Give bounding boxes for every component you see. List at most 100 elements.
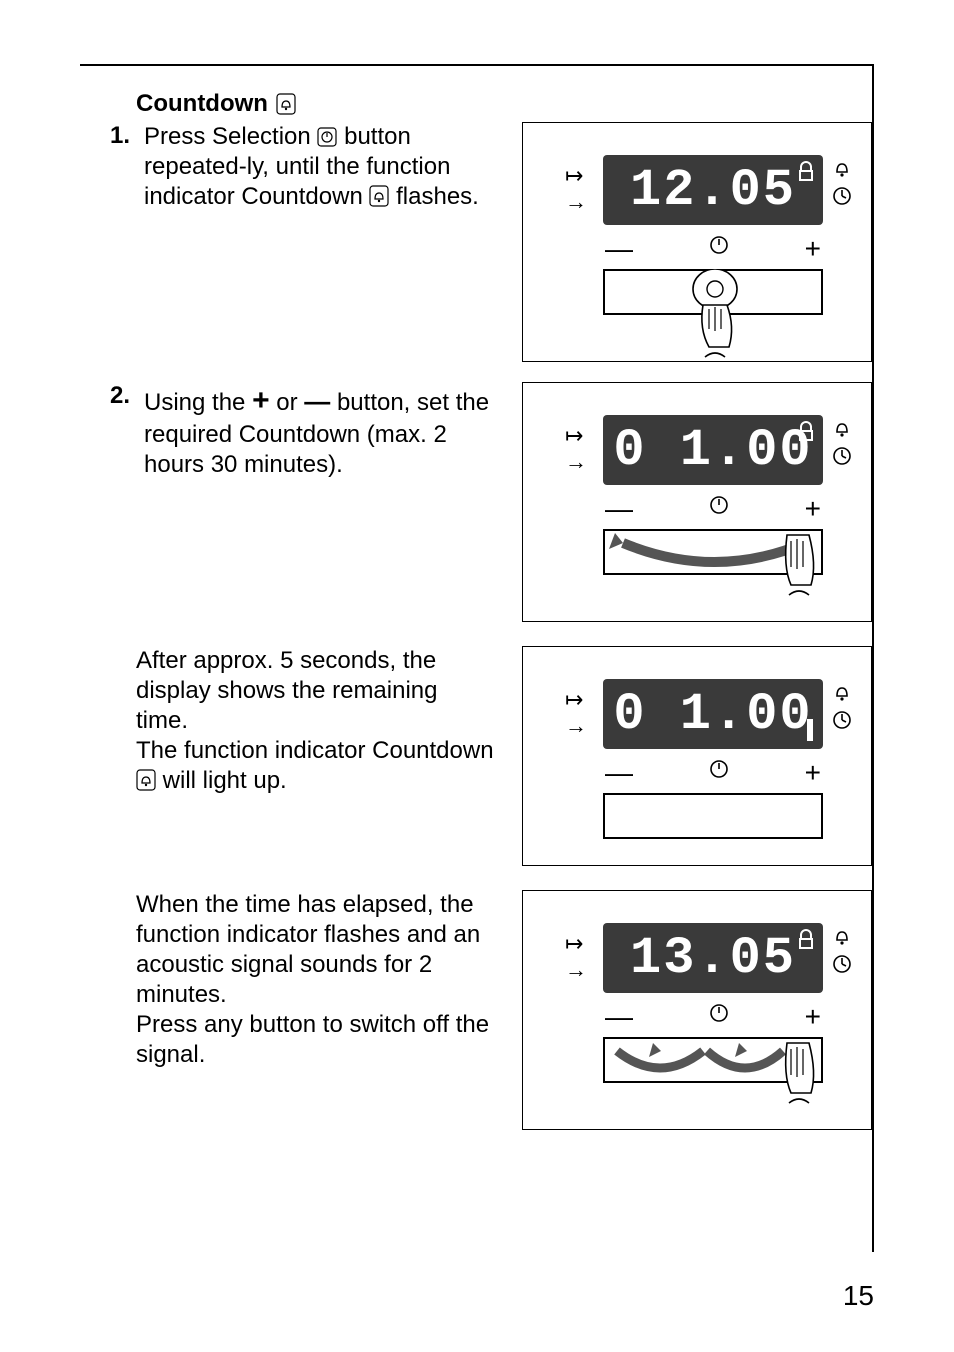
selection-clock-icon xyxy=(707,493,731,517)
page-number: 15 xyxy=(843,1280,874,1312)
lock-icon xyxy=(797,929,815,951)
step1-t1: Press Selection xyxy=(144,123,317,150)
hand-press-icon xyxy=(675,269,755,369)
indicator-tick xyxy=(807,719,813,741)
lcd-display: 0 1.00 xyxy=(603,415,823,485)
figure1-col: ↦ → 12.05 — xyxy=(522,122,872,362)
clock-icon xyxy=(317,127,337,147)
plus-button-icon: + xyxy=(805,493,821,525)
right-icons xyxy=(831,925,853,975)
lcd-display: 0 1.00 xyxy=(603,679,823,749)
step2-number: 2. xyxy=(110,382,132,410)
step1-text-col: 1. Press Selection button repeated-ly, u… xyxy=(136,122,502,218)
clock-icon xyxy=(831,953,853,975)
button-row: — + xyxy=(605,233,821,265)
bell-icon xyxy=(831,417,853,439)
display-digits: 0 1.00 xyxy=(613,685,812,744)
minus-button-icon: — xyxy=(605,493,633,525)
plus-button-icon: + xyxy=(805,1001,821,1033)
lcd-display: 13.05 xyxy=(603,923,823,993)
page-frame: Countdown 1. Press Selection xyxy=(80,64,874,1252)
clock-icon xyxy=(831,445,853,467)
section-title-row: Countdown xyxy=(136,90,872,118)
para4-text-col: When the time has elapsed, the function … xyxy=(136,890,502,1070)
minus-button-icon: — xyxy=(605,757,633,789)
lock-icon xyxy=(797,421,815,443)
selection-clock-icon xyxy=(707,233,731,257)
button-row: — + xyxy=(605,757,821,789)
knob-box xyxy=(603,1037,823,1083)
button-row: — + xyxy=(605,493,821,525)
minus-button-icon: — xyxy=(605,1001,633,1033)
arrow-right-icon: → xyxy=(565,449,587,475)
p3-l1: After approx. 5 seconds, the display sho… xyxy=(136,647,438,734)
cook-arrows-icon: ↦ → xyxy=(565,163,587,216)
arrow-end-icon: ↦ xyxy=(565,687,587,713)
p4-l1: When the time has elapsed, the function … xyxy=(136,891,480,1008)
para3-row: After approx. 5 seconds, the display sho… xyxy=(136,646,872,866)
step1-row: 1. Press Selection button repeated-ly, u… xyxy=(136,122,872,362)
section-title: Countdown xyxy=(136,90,268,118)
step1-block: 1. Press Selection button repeated-ly, u… xyxy=(136,122,502,212)
selection-clock-icon xyxy=(707,757,731,781)
step2-row: 2. Using the + or — button, set the requ… xyxy=(136,382,872,622)
hand-press-icon xyxy=(767,527,827,607)
button-row: — + xyxy=(605,1001,821,1033)
arrow-right-icon: → xyxy=(565,957,587,983)
figure3-col: ↦ → 0 1.00 — + xyxy=(522,646,872,866)
arrow-right-icon: → xyxy=(565,189,587,215)
bell-icon xyxy=(831,681,853,703)
figure2: ↦ → 0 1.00 — xyxy=(522,382,872,622)
step2-block: 2. Using the + or — button, set the requ… xyxy=(136,382,502,480)
knob-box xyxy=(603,793,823,839)
figure3: ↦ → 0 1.00 — + xyxy=(522,646,872,866)
para3-text-col: After approx. 5 seconds, the display sho… xyxy=(136,646,502,796)
clock-icon xyxy=(831,709,853,731)
display-digits: 0 1.00 xyxy=(613,421,812,480)
knob-box xyxy=(603,529,823,575)
figure1: ↦ → 12.05 — xyxy=(522,122,872,362)
figure4: ↦ → 13.05 — xyxy=(522,890,872,1130)
para3-text: After approx. 5 seconds, the display sho… xyxy=(136,646,496,796)
plus-glyph: + xyxy=(252,384,270,417)
display-digits: 12.05 xyxy=(630,161,796,220)
selection-clock-icon xyxy=(707,1001,731,1025)
arrow-right-icon: → xyxy=(565,713,587,739)
p3-l2: The function indicator Countdown xyxy=(136,737,494,764)
bell-icon xyxy=(369,185,389,207)
bell-icon xyxy=(831,925,853,947)
display-digits: 13.05 xyxy=(630,929,796,988)
p4-l2: Press any button to switch off the signa… xyxy=(136,1011,489,1068)
clock-icon xyxy=(831,185,853,207)
right-icons xyxy=(831,417,853,467)
bell-icon xyxy=(276,93,296,115)
step2-t1: Using the xyxy=(144,389,252,416)
figure4-col: ↦ → 13.05 — xyxy=(522,890,872,1130)
figure2-col: ↦ → 0 1.00 — xyxy=(522,382,872,622)
step1-number: 1. xyxy=(110,122,132,150)
arrow-end-icon: ↦ xyxy=(565,931,587,957)
cook-arrows-icon: ↦ → xyxy=(565,423,587,476)
right-icons xyxy=(831,681,853,731)
cook-arrows-icon: ↦ → xyxy=(565,687,587,740)
lcd-display: 12.05 xyxy=(603,155,823,225)
arrow-end-icon: ↦ xyxy=(565,423,587,449)
bell-icon xyxy=(831,157,853,179)
para4-text: When the time has elapsed, the function … xyxy=(136,890,496,1070)
cook-arrows-icon: ↦ → xyxy=(565,931,587,984)
para4-row: When the time has elapsed, the function … xyxy=(136,890,872,1130)
plus-button-icon: + xyxy=(805,233,821,265)
knob-box xyxy=(603,269,823,315)
step2-text-col: 2. Using the + or — button, set the requ… xyxy=(136,382,502,486)
minus-button-icon: — xyxy=(605,233,633,265)
arrow-end-icon: ↦ xyxy=(565,163,587,189)
step1-t3: flashes. xyxy=(396,183,479,210)
step2-text: Using the + or — button, set the require… xyxy=(144,382,502,480)
step1-text: Press Selection button repeated-ly, unti… xyxy=(144,122,502,212)
content-area: Countdown 1. Press Selection xyxy=(80,66,872,1130)
right-icons xyxy=(831,157,853,207)
p3-l3: will light up. xyxy=(163,767,287,794)
minus-glyph: — xyxy=(304,386,330,416)
lock-icon xyxy=(797,161,815,183)
plus-button-icon: + xyxy=(805,757,821,789)
